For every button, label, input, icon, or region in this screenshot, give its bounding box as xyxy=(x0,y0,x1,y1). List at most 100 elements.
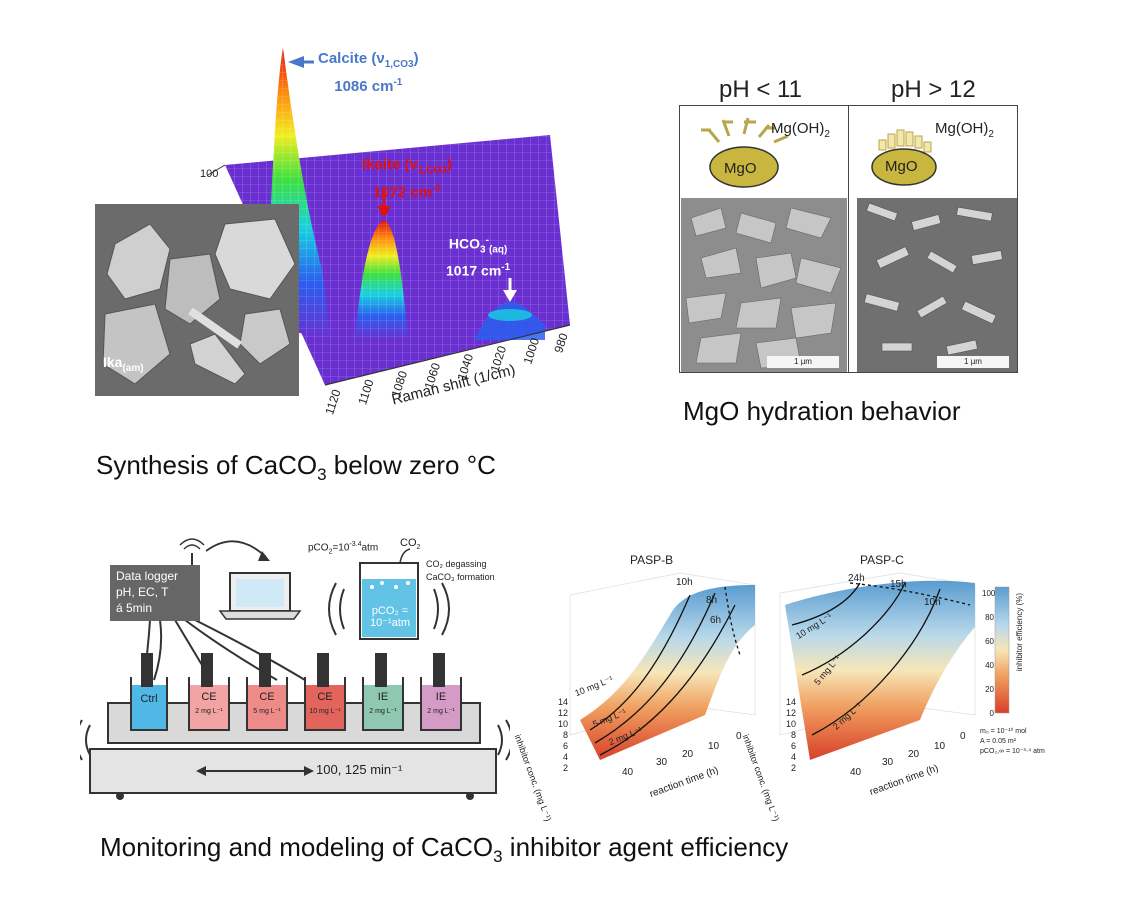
colorbar-tick: 60 xyxy=(985,637,994,646)
mgo-divider xyxy=(848,105,849,373)
beaker-name: CE xyxy=(259,691,275,703)
beaker-name: IE xyxy=(377,691,389,703)
time-tick: 20 xyxy=(682,749,694,760)
chart-right-title: PASP-C xyxy=(860,553,904,567)
colorbar-tick: 40 xyxy=(985,661,994,670)
raman-panel: 100 Calcite (ν1,CO3) 1086 cm-1 Ikaite (ν… xyxy=(90,40,610,430)
beaker-name: Ctrl xyxy=(140,693,158,705)
model-surfaces xyxy=(569,572,1010,760)
time-contour-label: 6h xyxy=(710,615,722,626)
x-tick: 1000 xyxy=(520,336,543,366)
chart-left-title: PASP-B xyxy=(630,553,674,567)
conc-tick: 2 xyxy=(790,763,796,773)
probe xyxy=(141,653,153,687)
beaker-dose: 2 mg L⁻¹ xyxy=(427,708,455,715)
conc-tick: 4 xyxy=(790,752,796,762)
time-tick: 10 xyxy=(934,741,946,752)
probe xyxy=(317,653,329,687)
conc-ticks-right: 14 12 10 8 6 4 2 xyxy=(780,697,796,774)
conc-tick: 6 xyxy=(562,741,568,751)
beaker-row: Ctrl CE 2 mg L⁻¹ CE 5 mg L⁻¹ CE 10 mg L⁻… xyxy=(130,653,470,743)
beaker-liquid xyxy=(190,685,228,729)
time-tick: 0 xyxy=(960,731,966,742)
time-tick: 30 xyxy=(656,757,668,768)
sem-label: Ika(am) xyxy=(103,354,144,374)
raman-y-tick: 100 xyxy=(200,168,219,180)
platelet-texture xyxy=(681,198,847,372)
param-line: A = 0.05 m² xyxy=(980,738,1016,745)
co2-out-label: CO2 xyxy=(400,537,421,552)
beaker: CE 2 mg L⁻¹ xyxy=(188,677,230,731)
time-tick: 30 xyxy=(882,757,894,768)
beaker-liquid xyxy=(132,685,166,729)
surface-pasp-b xyxy=(580,585,755,760)
ikaite-annotation: Ikaite (ν1,CO3) 1072 cm-1 xyxy=(362,156,452,201)
beaker-name: IE xyxy=(435,691,447,703)
probe xyxy=(375,653,387,687)
time-tick: 20 xyxy=(908,749,920,760)
mgo-particle-right xyxy=(871,129,937,186)
colorbar-tick: 20 xyxy=(985,685,994,694)
probe xyxy=(433,653,445,687)
beaker: IE 2 mg L⁻¹ xyxy=(362,677,404,731)
mgo-title-right: pH > 12 xyxy=(891,76,976,103)
conc-ticks-left: 14 12 10 8 6 4 2 xyxy=(552,697,568,774)
mgo-label-left: MgO xyxy=(724,160,757,177)
colorbar xyxy=(994,586,1010,714)
time-contour-label: 10h xyxy=(924,597,941,608)
crystal-shapes xyxy=(95,204,299,396)
time-contour-label: 24h xyxy=(848,573,865,584)
mgo-title-left: pH < 11 xyxy=(719,76,802,103)
pco2-atm-label: pCO2=10-3.4atm xyxy=(308,541,379,556)
beaker-name: CE xyxy=(317,691,333,703)
conc-tick: 12 xyxy=(557,708,568,718)
beaker-liquid xyxy=(422,685,460,729)
caption-synthesis: Synthesis of CaCO3 below zero °C xyxy=(96,450,496,485)
conc-tick: 14 xyxy=(557,697,568,707)
mgo-panel: pH < 11 pH > 12 MgO Mg(OH)2 MgO Mg(OH)2 xyxy=(679,72,1019,374)
setup-panel: Data logger pH, EC, T á 5min pCO2=10-3.4… xyxy=(80,535,510,805)
legend-degassing: CO₂ degassing xyxy=(426,559,487,569)
param-line: pCO₂,∞ = 10⁻³·⁴ atm xyxy=(980,748,1045,755)
beaker-liquid xyxy=(364,685,402,729)
sem-inset-image: Ika(am) xyxy=(95,204,299,396)
setup-drawing xyxy=(80,538,510,800)
logger-line: á 5min xyxy=(116,601,153,615)
time-contour-label: 15h xyxy=(890,579,907,590)
legend-formation: CaCO₃ formation xyxy=(426,572,495,582)
conc-tick: 8 xyxy=(562,730,568,740)
caption-mgo: MgO hydration behavior xyxy=(683,396,961,426)
time-contour-label: 10h xyxy=(676,577,693,588)
mgoh2-label-right: Mg(OH)2 xyxy=(935,120,994,140)
conc-tick: 10 xyxy=(557,719,568,729)
probe xyxy=(259,653,271,687)
sem-image-left: 1 µm xyxy=(681,198,847,372)
sem-image-right: 1 µm xyxy=(857,198,1017,372)
beaker-dose: 5 mg L⁻¹ xyxy=(253,708,281,715)
beaker-liquid xyxy=(248,685,286,729)
colorbar-tick: 80 xyxy=(985,613,994,622)
colorbar-ticks: 100 80 60 40 20 0 xyxy=(982,582,995,726)
time-tick: 40 xyxy=(622,767,634,778)
conc-tick: 10 xyxy=(785,719,796,729)
beaker-dose: 2 mg L⁻¹ xyxy=(195,708,223,715)
conc-tick: 14 xyxy=(785,697,796,707)
beaker: CE 10 mg L⁻¹ xyxy=(304,677,346,731)
mgoh2-label-left: Mg(OH)2 xyxy=(771,120,830,140)
param-line: m₀ = 10⁻¹⁰ mol xyxy=(980,728,1027,735)
calcite-annotation: Calcite (ν1,CO3) 1086 cm-1 xyxy=(318,50,419,95)
reactor-pco2: pCO₂ = 10⁻¹atm xyxy=(369,605,411,629)
x-tick: 1120 xyxy=(322,387,344,417)
beaker: Ctrl xyxy=(130,677,168,731)
beaker-dose: 2 mg L⁻¹ xyxy=(369,708,397,715)
beaker-dose: 10 mg L⁻¹ xyxy=(309,708,341,715)
time-tick: 10 xyxy=(708,741,720,752)
probe xyxy=(201,653,213,687)
model-parameters: m₀ = 10⁻¹⁰ mol A = 0.05 m² pCO₂,∞ = 10⁻³… xyxy=(980,727,1045,757)
caption-monitoring: Monitoring and modeling of CaCO3 inhibit… xyxy=(100,832,789,867)
time-tick: 0 xyxy=(736,731,742,742)
logger-line: pH, EC, T xyxy=(116,585,169,599)
beaker: IE 2 mg L⁻¹ xyxy=(420,677,462,731)
colorbar-label: inhibitor efficiency (%) xyxy=(1015,593,1024,672)
mgo-particle-left xyxy=(701,117,789,188)
